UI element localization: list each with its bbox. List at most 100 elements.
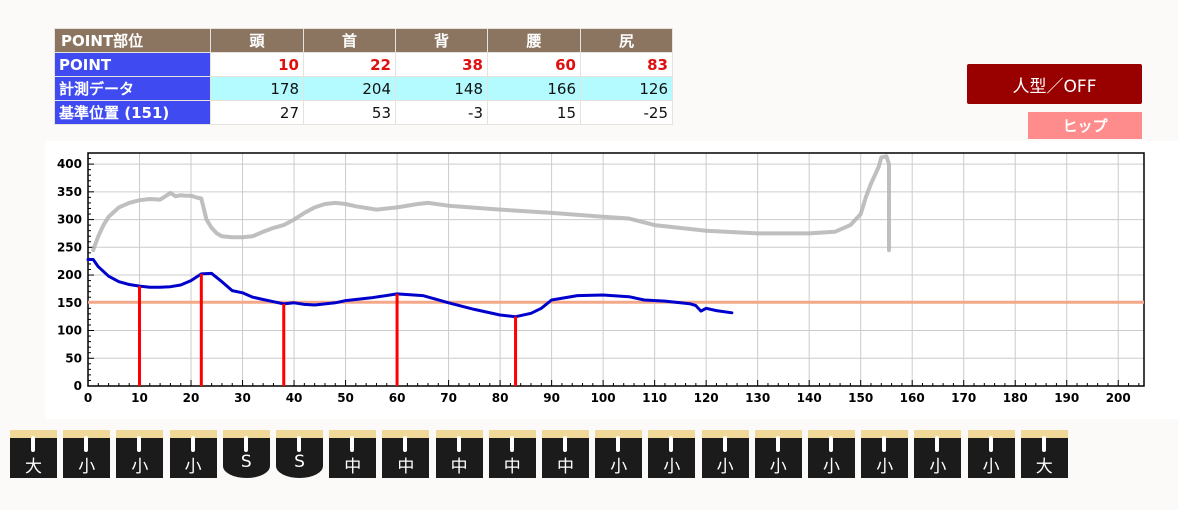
segment-notch bbox=[509, 436, 514, 452]
segment-label: 中 bbox=[397, 457, 415, 477]
strip-segment: 大 bbox=[10, 430, 57, 478]
segment-label: 小 bbox=[876, 457, 894, 477]
x-tick-label: 80 bbox=[492, 391, 509, 405]
segment-notch bbox=[190, 436, 195, 452]
table-cell: 27 bbox=[210, 100, 304, 125]
y-tick-label: 300 bbox=[57, 213, 82, 227]
segment-label: 小 bbox=[78, 457, 96, 477]
strip-segment: 小 bbox=[63, 430, 111, 478]
table-cell: 178 bbox=[210, 76, 304, 101]
segment-label: 小 bbox=[663, 457, 681, 477]
segment-label: 小 bbox=[929, 457, 947, 477]
strip-segment: 小 bbox=[169, 430, 217, 478]
human-toggle-button[interactable]: 人型／OFF bbox=[967, 64, 1142, 104]
strip-segment: 小 bbox=[595, 430, 643, 478]
x-tick-label: 160 bbox=[900, 391, 925, 405]
chart-background bbox=[45, 141, 1178, 419]
x-tick-label: 0 bbox=[84, 391, 92, 405]
header-neck: 首 bbox=[303, 28, 396, 53]
x-tick-label: 30 bbox=[234, 391, 251, 405]
header-back: 背 bbox=[395, 28, 488, 53]
segment-top-bar bbox=[10, 430, 57, 438]
strip-segment: 中 bbox=[329, 430, 377, 478]
segment-notch bbox=[829, 436, 833, 452]
segment-notch bbox=[882, 436, 887, 452]
segment-notch bbox=[775, 436, 780, 452]
segment-top-bar bbox=[754, 430, 802, 438]
header-head: 頭 bbox=[210, 28, 304, 53]
table-row-reference: 基準位置 (151) 27 53 -3 15 -25 bbox=[54, 100, 673, 125]
table-cell: 83 bbox=[580, 52, 673, 77]
strip-segment: S bbox=[276, 430, 323, 478]
segment-label: 小 bbox=[610, 457, 628, 477]
strip-segment: 小 bbox=[754, 430, 802, 478]
segment-top-bar bbox=[648, 430, 696, 438]
table-cell: 204 bbox=[303, 76, 396, 101]
segment-notch bbox=[722, 436, 727, 452]
segment-top-bar bbox=[488, 430, 536, 438]
x-tick-label: 140 bbox=[797, 391, 822, 405]
segment-notch bbox=[988, 436, 993, 452]
table-cell: 15 bbox=[487, 100, 581, 125]
segment-top-bar bbox=[701, 430, 749, 438]
header-waist: 腰 bbox=[487, 28, 581, 53]
strip-segment: 小 bbox=[701, 430, 749, 478]
segment-notch bbox=[243, 436, 248, 452]
table-cell: 148 bbox=[395, 76, 488, 101]
segment-top-bar bbox=[861, 430, 909, 438]
table-cell: 22 bbox=[303, 52, 396, 77]
segment-top-bar bbox=[1020, 430, 1068, 438]
table-cell: 60 bbox=[487, 52, 581, 77]
strip-segment: 小 bbox=[914, 430, 962, 478]
segment-label: 小 bbox=[131, 457, 149, 477]
segment-label: 大 bbox=[1035, 457, 1053, 477]
segment-top-bar bbox=[63, 430, 111, 438]
x-tick-label: 20 bbox=[183, 391, 200, 405]
strip-segment: S bbox=[222, 430, 270, 478]
header-point-part: POINT部位 bbox=[54, 28, 211, 53]
segment-notch bbox=[1041, 436, 1046, 452]
x-tick-label: 10 bbox=[131, 391, 148, 405]
strip-segment: 中 bbox=[435, 430, 483, 478]
segment-notch bbox=[84, 436, 89, 452]
y-tick-label: 50 bbox=[65, 351, 82, 365]
x-tick-label: 40 bbox=[286, 391, 303, 405]
segment-top-bar bbox=[914, 430, 962, 438]
measured-profile-line bbox=[86, 258, 734, 319]
segment-top-bar bbox=[169, 430, 217, 438]
measurement-chart: 0 10 20 30 40 50 60 70 80 90 100 110 120 130 140 150 160… bbox=[57, 152, 1145, 405]
segment-notch bbox=[350, 436, 355, 452]
segment-label: 小 bbox=[184, 457, 202, 477]
strip-segment: 小 bbox=[648, 430, 696, 478]
segment-top-bar bbox=[542, 430, 589, 438]
y-tick-label: 150 bbox=[57, 296, 82, 310]
strip-segment: 中 bbox=[488, 430, 536, 478]
table-cell: -3 bbox=[395, 100, 488, 125]
row-label-reference: 基準位置 (151) bbox=[54, 100, 211, 125]
hip-button[interactable]: ヒップ bbox=[1028, 112, 1142, 139]
row-label-point: POINT bbox=[54, 52, 211, 77]
x-tick-label: 150 bbox=[848, 391, 873, 405]
x-tick-label: 110 bbox=[642, 391, 667, 405]
segment-label: 中 bbox=[450, 457, 468, 477]
segment-label: 中 bbox=[557, 457, 574, 477]
table-row-point: POINT 10 22 38 60 83 bbox=[54, 52, 673, 77]
segment-notch bbox=[563, 436, 567, 452]
table-row-measured: 計測データ 178 204 148 166 126 bbox=[54, 76, 673, 101]
table-cell: 38 bbox=[395, 52, 488, 77]
segment-top-bar bbox=[116, 430, 164, 438]
segment-label: S bbox=[240, 452, 252, 472]
y-tick-label: 100 bbox=[57, 324, 82, 338]
segment-notch bbox=[669, 436, 674, 452]
x-tick-label: 50 bbox=[337, 391, 354, 405]
x-tick-label: 120 bbox=[694, 391, 719, 405]
segment-label: 小 bbox=[769, 457, 787, 477]
segment-notch bbox=[31, 436, 35, 452]
x-tick-label: 60 bbox=[389, 391, 406, 405]
strip-segment: 小 bbox=[967, 430, 1015, 478]
table-cell: 53 bbox=[303, 100, 396, 125]
x-tick-label: 190 bbox=[1054, 391, 1079, 405]
segment-top-bar bbox=[329, 430, 377, 438]
strip-segment: 中 bbox=[382, 430, 430, 478]
strip-segment: 小 bbox=[861, 430, 909, 478]
